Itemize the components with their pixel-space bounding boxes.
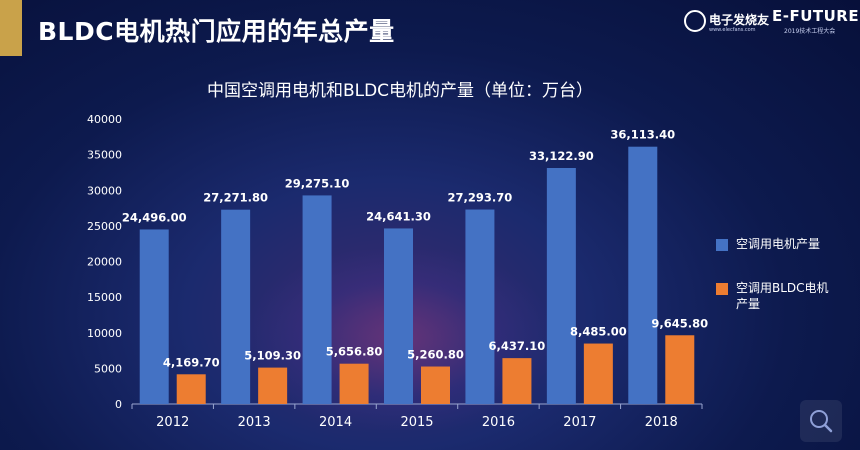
legend-swatch-series-2	[716, 283, 728, 295]
elecfans-logo: 电子发烧友 www.elecfans.com	[684, 8, 769, 42]
y-tick-label: 0	[115, 398, 122, 411]
data-label: 29,275.10	[285, 176, 350, 190]
bar-bldc-motor	[421, 366, 450, 404]
y-tick-label: 5000	[94, 362, 122, 375]
elecfans-logo-url: www.elecfans.com	[709, 27, 756, 33]
y-tick-label: 15000	[87, 291, 122, 304]
bar-ac-motor	[221, 209, 251, 404]
x-tick-label: 2012	[156, 415, 189, 430]
data-label: 4,169.70	[163, 355, 220, 369]
efuture-logo-name: E-FUTURE	[772, 7, 860, 25]
data-label: 5,260.80	[407, 348, 464, 362]
data-label: 5,109.30	[244, 349, 301, 363]
elecfans-logo-mark	[684, 10, 706, 32]
y-tick-label: 40000	[87, 113, 122, 126]
efuture-logo-sub: 2019技术工程大会	[784, 28, 836, 35]
efuture-logo: E-FUTURE 2019技术工程大会	[772, 6, 859, 42]
page-title: BLDC电机热门应用的年总产量	[38, 17, 395, 46]
data-label: 8,485.00	[570, 325, 627, 339]
x-tick-label: 2013	[238, 415, 271, 430]
bar-bldc-motor	[665, 335, 695, 404]
data-label: 5,656.80	[326, 345, 383, 359]
bar-bldc-motor	[502, 358, 532, 404]
bar-bldc-motor	[176, 374, 206, 404]
data-label: 24,641.30	[366, 209, 431, 223]
y-tick-label: 10000	[87, 327, 122, 340]
x-tick-label: 2014	[319, 415, 352, 430]
bar-ac-motor	[384, 228, 413, 404]
data-label: 27,271.80	[203, 191, 268, 205]
bar-ac-motor	[628, 146, 658, 405]
x-tick-label: 2017	[563, 415, 596, 430]
legend-swatch-series-1	[716, 239, 728, 251]
elecfans-logo-name: 电子发烧友	[709, 13, 770, 27]
x-tick-label: 2018	[645, 415, 678, 430]
y-tick-label: 30000	[87, 184, 122, 197]
title-accent-bar	[0, 0, 22, 56]
data-label: 24,496.00	[122, 210, 187, 224]
bar-bldc-motor	[583, 343, 613, 404]
x-tick-label: 2016	[482, 415, 515, 430]
data-label: 36,113.40	[610, 128, 675, 142]
chart-legend: 空调用电机产量 空调用BLDC电机产量	[716, 236, 846, 324]
legend-item-series-2: 空调用BLDC电机产量	[716, 280, 846, 324]
data-label: 6,437.10	[489, 339, 546, 353]
data-label: 33,122.90	[529, 149, 594, 163]
bar-bldc-motor	[339, 363, 369, 404]
legend-label-series-1: 空调用电机产量	[736, 237, 821, 251]
x-tick-label: 2015	[400, 415, 433, 430]
bar-bldc-motor	[258, 367, 288, 404]
y-tick-label: 25000	[87, 220, 122, 233]
search-icon[interactable]	[800, 400, 842, 442]
bar-ac-motor	[546, 167, 576, 404]
legend-label-series-2: 空调用BLDC电机产量	[736, 281, 829, 311]
legend-item-series-1: 空调用电机产量	[716, 236, 846, 280]
data-label: 9,645.80	[651, 316, 708, 330]
data-label: 27,293.70	[448, 191, 513, 205]
y-tick-label: 35000	[87, 149, 122, 162]
bar-ac-motor	[139, 229, 169, 404]
y-tick-label: 20000	[87, 256, 122, 269]
bar-ac-motor	[302, 195, 332, 404]
bar-ac-motor	[465, 209, 495, 404]
chart-title: 中国空调用电机和BLDC电机的产量（单位：万台）	[206, 81, 594, 101]
